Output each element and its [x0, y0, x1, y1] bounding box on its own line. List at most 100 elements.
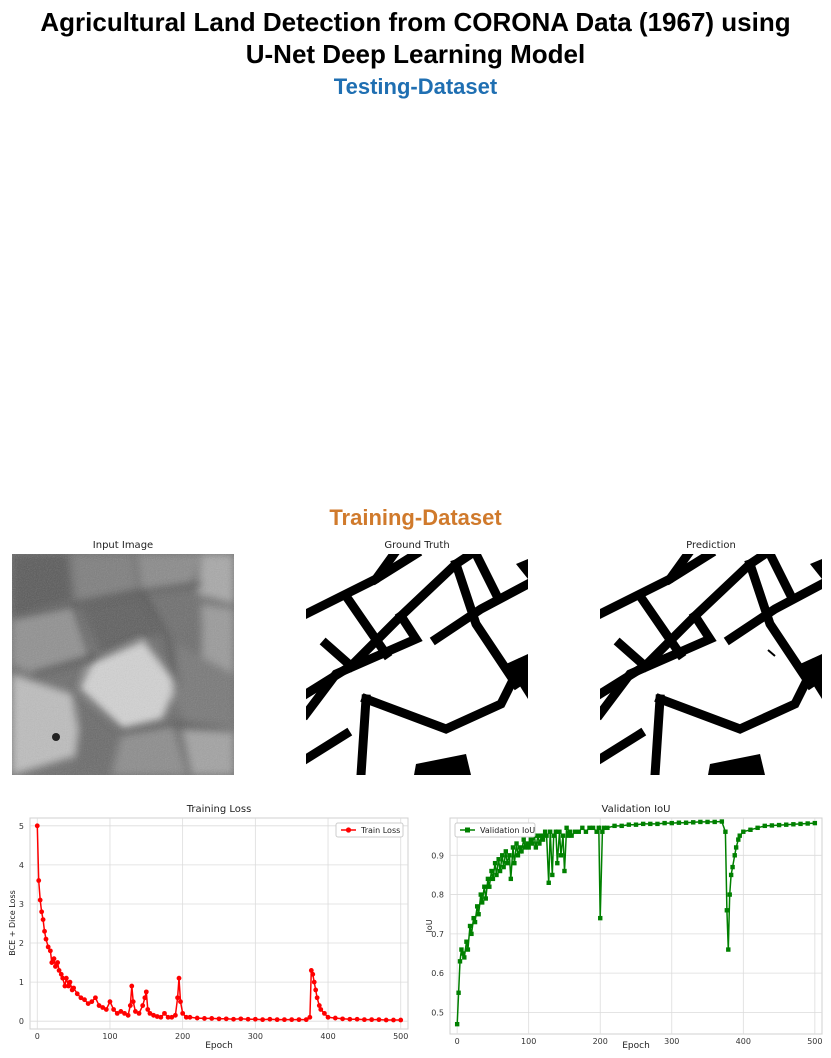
data-point	[289, 1017, 295, 1023]
data-point	[489, 868, 494, 874]
data-point	[129, 983, 135, 989]
data-point	[467, 923, 473, 929]
data-point	[202, 1016, 207, 1021]
data-point	[322, 1010, 327, 1016]
data-point	[74, 991, 80, 997]
title-line-2: U-Net Deep Learning Model	[245, 39, 586, 69]
data-point	[162, 1010, 167, 1016]
data-point	[398, 1017, 404, 1023]
data-point	[798, 821, 803, 827]
data-point	[376, 1017, 382, 1023]
data-point	[784, 822, 789, 827]
data-point	[503, 849, 508, 854]
y-tick-label: 0.7	[431, 930, 444, 939]
data-point	[469, 931, 474, 937]
data-point	[151, 1012, 156, 1018]
data-point	[471, 915, 476, 921]
data-point	[140, 1003, 146, 1008]
training-loss-chart: Training Loss 0 100 200 300 400 500 0 1 2 3 4 5 Epo…	[8, 804, 409, 1051]
data-point	[231, 1016, 236, 1022]
data-point	[310, 971, 316, 977]
data-point	[496, 857, 501, 862]
data-point	[514, 841, 519, 846]
x-tick-label: 100	[102, 1032, 117, 1041]
data-point	[238, 1016, 244, 1022]
data-point	[82, 997, 87, 1003]
data-point	[691, 820, 696, 825]
data-point	[114, 1010, 120, 1016]
data-point	[361, 1017, 367, 1023]
prediction-title: Prediction	[686, 540, 736, 551]
data-point	[62, 983, 68, 989]
data-point	[303, 1017, 309, 1023]
data-point	[347, 1016, 353, 1022]
data-point	[464, 939, 469, 944]
data-point	[118, 1009, 124, 1014]
data-point	[245, 1016, 251, 1022]
data-point	[551, 833, 556, 838]
data-point	[540, 837, 546, 842]
data-point	[282, 1017, 287, 1023]
data-point	[526, 845, 531, 850]
data-point	[260, 1017, 266, 1023]
data-point	[462, 955, 467, 960]
data-point	[325, 1014, 331, 1020]
data-point	[93, 995, 98, 1001]
data-point	[307, 1014, 313, 1020]
validation-iou-ylabel: IoU	[425, 919, 434, 932]
data-point	[180, 1010, 186, 1016]
data-point	[655, 821, 660, 827]
data-point	[564, 825, 569, 831]
data-point	[354, 1016, 360, 1022]
data-point	[726, 947, 731, 952]
data-point	[576, 829, 581, 834]
data-point	[550, 872, 555, 878]
data-point	[537, 841, 542, 846]
x-tick-label: 0	[35, 1032, 40, 1041]
x-tick-label: 200	[175, 1032, 190, 1041]
data-point	[497, 868, 503, 874]
data-point	[127, 1003, 133, 1008]
data-point	[274, 1017, 280, 1023]
data-point	[45, 944, 51, 950]
data-point	[590, 825, 596, 831]
data-point	[565, 833, 571, 838]
data-point	[507, 853, 512, 858]
data-point	[40, 917, 46, 922]
data-point	[542, 829, 548, 834]
data-point	[728, 872, 734, 878]
y-tick-label: 0.9	[431, 851, 444, 860]
data-point	[216, 1016, 222, 1022]
x-tick-label: 200	[593, 1037, 608, 1046]
data-point	[42, 928, 47, 934]
data-point	[456, 990, 461, 995]
y-tick-label: 0.5	[431, 1008, 444, 1017]
data-point	[812, 820, 818, 826]
testing-dataset-label: Testing-Dataset	[333, 74, 498, 99]
data-point	[78, 995, 84, 1001]
data-point	[596, 825, 601, 831]
data-point	[209, 1016, 215, 1021]
training-loss-ylabel: BCE + Dice Loss	[8, 890, 17, 956]
training-loss-plot-area	[29, 817, 409, 1030]
prediction-mask	[600, 554, 822, 775]
title-line-1: Agricultural Land Detection from CORONA …	[40, 7, 791, 37]
data-point	[145, 1007, 151, 1012]
data-point	[178, 999, 183, 1005]
data-point	[535, 833, 541, 838]
data-point	[154, 1014, 160, 1019]
data-point	[748, 827, 753, 832]
data-point	[71, 985, 77, 991]
data-point	[612, 823, 617, 829]
data-point	[43, 936, 49, 942]
data-point	[85, 1001, 91, 1007]
data-point	[223, 1016, 229, 1022]
x-tick-label: 100	[521, 1037, 536, 1046]
validation-iou-legend: Validation IoU	[454, 822, 536, 838]
data-point	[505, 860, 510, 866]
x-tick-label: 300	[248, 1032, 263, 1041]
data-point	[517, 845, 523, 850]
training-loss-xlabel: Epoch	[205, 1041, 233, 1051]
data-point	[487, 884, 492, 889]
data-point	[737, 833, 742, 838]
